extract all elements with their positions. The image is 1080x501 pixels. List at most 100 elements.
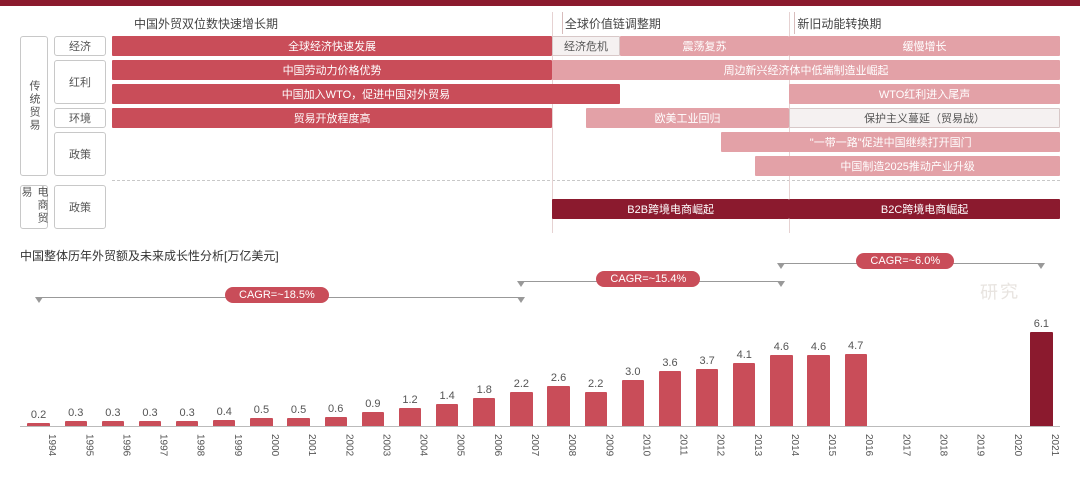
bar-slot: 2.6 — [540, 372, 577, 426]
bar-slot: 2.2 — [503, 378, 540, 426]
timeline-row: 中国劳动力价格优势周边新兴经济体中低端制造业崛起 — [112, 60, 1060, 80]
timeline-segment: 缓慢增长 — [789, 36, 1060, 56]
bar-slot: 4.6 — [763, 341, 800, 426]
bar-value-label: 2.2 — [588, 378, 603, 390]
x-axis-label: 2015 — [800, 427, 837, 459]
x-axis-label: 2007 — [503, 427, 540, 459]
bar-value-label: 0.5 — [254, 404, 269, 416]
main-container: 中国外贸双位数快速增长期全球价值链调整期新旧动能转换期 传统贸易电商贸易 经济红… — [0, 6, 1080, 459]
bar-rect — [27, 423, 49, 426]
x-axis-label: 1999 — [206, 427, 243, 459]
bar-value-label: 1.8 — [477, 384, 492, 396]
x-axis-label: 2013 — [726, 427, 763, 459]
bar-value-label: 4.6 — [774, 341, 789, 353]
bar-slot — [986, 424, 1023, 426]
row-label: 政策 — [54, 132, 106, 176]
timeline-segment: 周边新兴经济体中低端制造业崛起 — [552, 60, 1060, 80]
bar-slot: 1.2 — [391, 394, 428, 426]
chart-title: 中国整体历年外贸额及未来成长性分析[万亿美元] — [20, 247, 1060, 264]
bar-rect — [362, 412, 384, 426]
x-axis-label: 2000 — [243, 427, 280, 459]
bar-rect — [287, 418, 309, 426]
phase-header: 新旧动能转换期 — [795, 12, 1060, 34]
bar-rect — [733, 363, 755, 426]
bar-slot: 1.4 — [429, 390, 466, 426]
bar-rect — [622, 380, 644, 426]
bar-slot: 0.4 — [206, 406, 243, 426]
timeline-segment: B2B跨境电商崛起 — [552, 199, 789, 219]
timeline-segment: 经济危机 — [552, 36, 620, 56]
bar-slot: 0.3 — [131, 407, 168, 426]
x-axis-label: 2020 — [986, 427, 1023, 459]
x-axis-label: 1998 — [169, 427, 206, 459]
timeline-rows-area: 传统贸易电商贸易 经济红利环境政策政策 全球经济快速发展经济危机震荡复苏缓慢增长… — [20, 36, 1060, 233]
bar-rect — [807, 355, 829, 426]
x-axis-label: 2003 — [354, 427, 391, 459]
bar-slot: 0.3 — [169, 407, 206, 426]
bar-slot: 6.1 — [1023, 318, 1060, 426]
bar-slot: 0.3 — [94, 407, 131, 426]
x-axis-label: 2018 — [911, 427, 948, 459]
x-axis-label: 2008 — [540, 427, 577, 459]
bar-value-label: 2.6 — [551, 372, 566, 384]
bar-slot: 3.0 — [614, 366, 651, 426]
timeline-segment: "一带一路"促进中国继续打开国门 — [721, 132, 1060, 152]
bar-value-label: 1.4 — [439, 390, 454, 402]
bar-value-label: 4.1 — [737, 349, 752, 361]
x-axis-label: 2017 — [874, 427, 911, 459]
bar-value-label: 0.4 — [217, 406, 232, 418]
timeline-row: B2B跨境电商崛起B2C跨境电商崛起 — [112, 199, 1060, 219]
timeline-segment: 震荡复苏 — [620, 36, 789, 56]
timeline-segment: 中国加入WTO，促进中国对外贸易 — [112, 84, 620, 104]
timeline-segment: 贸易开放程度高 — [112, 108, 552, 128]
category-box-traditional: 传统贸易 — [20, 36, 48, 176]
timeline-row: 贸易开放程度高欧美工业回归保护主义蔓延（贸易战） — [112, 108, 1060, 128]
category-box-ecommerce: 电商贸易 — [20, 185, 48, 229]
bar-rect — [845, 354, 867, 426]
bar-rect — [696, 369, 718, 426]
bar-value-label: 0.5 — [291, 404, 306, 416]
x-axis-label: 2021 — [1023, 427, 1060, 459]
timeline-row: 中国制造2025推动产业升级 — [112, 156, 1060, 176]
x-axis-label: 1996 — [94, 427, 131, 459]
bar-rect — [102, 421, 124, 426]
bar-value-label: 0.3 — [179, 407, 194, 419]
bar-slot: 3.6 — [651, 357, 688, 426]
x-axis-label: 2005 — [429, 427, 466, 459]
bar-rect — [585, 392, 607, 426]
bar-rect — [176, 421, 198, 426]
x-axis-label: 2012 — [689, 427, 726, 459]
bar-value-label: 3.7 — [699, 355, 714, 367]
row-labels: 经济红利环境政策政策 — [54, 36, 106, 233]
x-axis-label: 2002 — [317, 427, 354, 459]
bar-rect — [139, 421, 161, 426]
bar-rect — [659, 371, 681, 426]
bar-slot: 0.9 — [354, 398, 391, 426]
bar-chart: 0.20.30.30.30.30.40.50.50.60.91.21.41.82… — [20, 306, 1060, 426]
row-label: 经济 — [54, 36, 106, 56]
bar-rect — [213, 420, 235, 426]
cagr-pill: CAGR=~18.5% — [225, 287, 329, 303]
bar-value-label: 0.3 — [68, 407, 83, 419]
x-axis-label: 2016 — [837, 427, 874, 459]
x-axis-label: 2004 — [391, 427, 428, 459]
bar-rect — [65, 421, 87, 426]
category-labels: 传统贸易电商贸易 — [20, 36, 48, 233]
bar-value-label: 4.6 — [811, 341, 826, 353]
row-label: 政策 — [54, 185, 106, 229]
x-axis-label: 2011 — [651, 427, 688, 459]
bar-value-label: 3.6 — [662, 357, 677, 369]
bar-slot: 0.5 — [280, 404, 317, 426]
bar-value-label: 4.7 — [848, 340, 863, 352]
bar-slot — [911, 424, 948, 426]
x-axis: 1994199519961997199819992000200120022003… — [20, 426, 1060, 459]
phase-header: 全球价值链调整期 — [563, 12, 795, 34]
row-label: 环境 — [54, 108, 106, 128]
chart-section: 中国整体历年外贸额及未来成长性分析[万亿美元] CAGR=~18.5%CAGR=… — [20, 247, 1060, 459]
row-divider — [112, 180, 1060, 181]
x-axis-label: 2009 — [577, 427, 614, 459]
phase-headers: 中国外贸双位数快速增长期全球价值链调整期新旧动能转换期 — [132, 12, 1060, 34]
bar-slot: 3.7 — [689, 355, 726, 426]
bar-value-label: 3.0 — [625, 366, 640, 378]
bar-slot: 0.6 — [317, 403, 354, 426]
